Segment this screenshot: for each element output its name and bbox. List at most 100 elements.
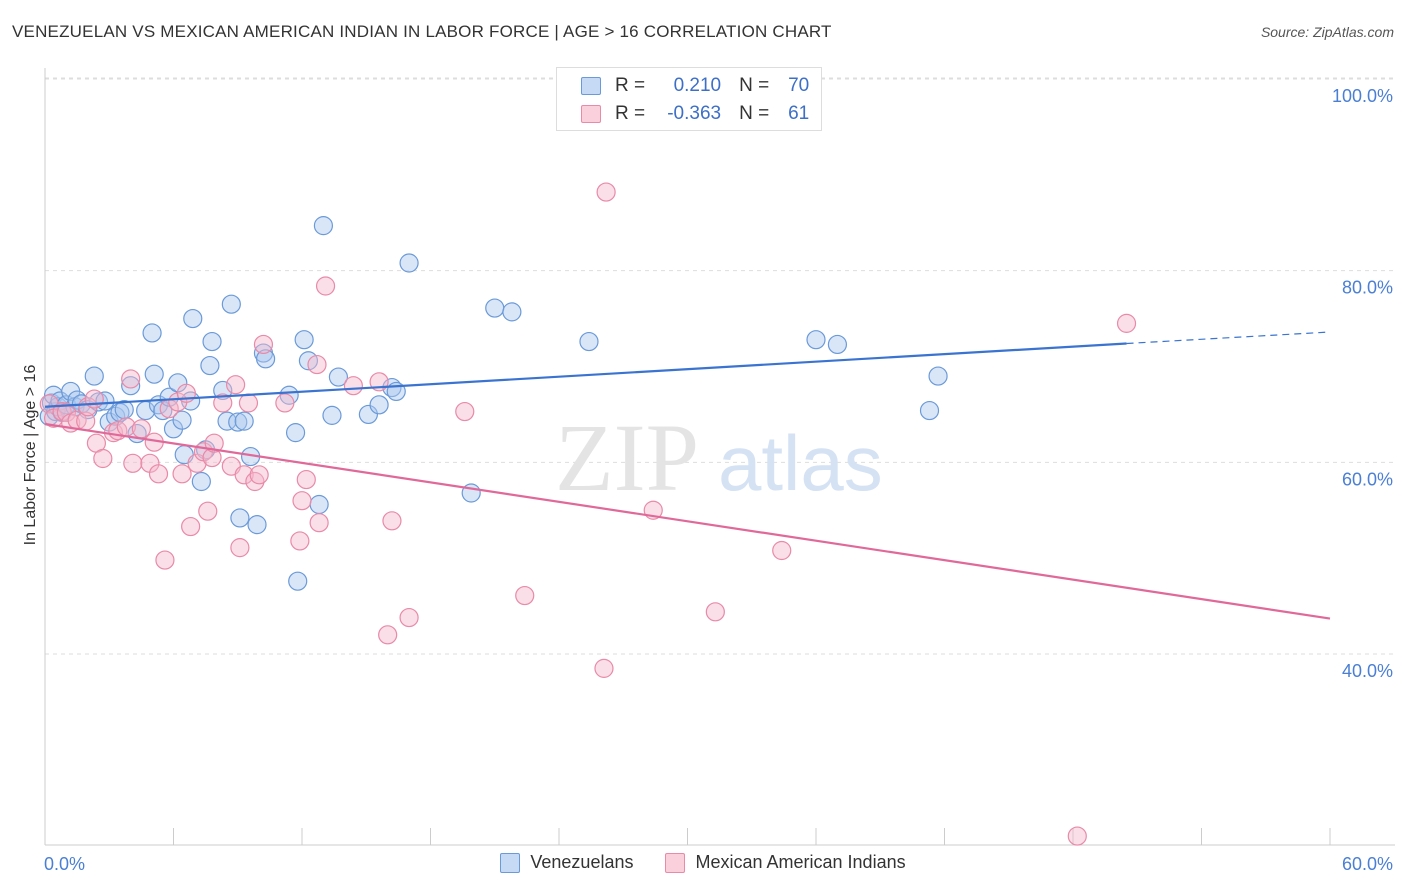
data-point	[596, 182, 616, 202]
data-point	[183, 308, 203, 329]
legend-n-value: 61	[788, 103, 810, 124]
data-point	[144, 364, 164, 384]
legend-n-value: 70	[788, 75, 810, 96]
data-point	[247, 515, 267, 535]
data-point	[172, 464, 192, 484]
data-point	[234, 411, 254, 431]
data-point	[230, 508, 250, 528]
data-point	[827, 334, 848, 355]
data-point	[806, 330, 826, 350]
data-point	[221, 294, 241, 314]
legend-r-value: -0.363	[667, 103, 722, 124]
legend-swatch-pink	[581, 105, 601, 123]
legend-item-venezuelans: Venezuelans	[500, 852, 633, 873]
x-tick-label: 0.0%	[44, 854, 85, 874]
data-point	[131, 419, 151, 439]
data-point	[290, 531, 310, 551]
data-point	[249, 465, 269, 485]
data-point	[343, 376, 363, 396]
trend-line-venezuelans-extension	[1126, 331, 1331, 345]
data-point	[187, 453, 207, 473]
legend-n-label: N =	[739, 75, 770, 96]
data-point	[502, 302, 522, 322]
series-legend: Venezuelans Mexican American Indians	[0, 852, 1406, 873]
data-point	[172, 410, 192, 430]
data-point	[455, 401, 475, 422]
legend-swatch-blue	[500, 852, 521, 873]
x-tick-labels: 0.0% 60.0%	[44, 854, 1393, 874]
legend-row-mexican-american-indians: R = -0.363 N = 61	[557, 100, 809, 128]
data-point	[705, 602, 725, 622]
grid-lines	[45, 77, 1395, 655]
data-point	[594, 658, 614, 678]
data-point	[202, 331, 222, 352]
chart-title: VENEZUELAN VS MEXICAN AMERICAN INDIAN IN…	[12, 22, 832, 41]
data-point	[191, 471, 211, 492]
data-point	[579, 331, 599, 352]
data-point	[309, 494, 329, 515]
y-tick-label: 80.0%	[1342, 278, 1393, 298]
legend-r-label: R =	[615, 103, 646, 124]
legend-item-mexican-american-indians: Mexican American Indians	[665, 852, 906, 873]
data-point	[123, 453, 143, 473]
data-point	[378, 625, 398, 645]
data-point	[358, 404, 378, 425]
data-point	[230, 538, 250, 558]
data-point	[485, 298, 505, 318]
data-point	[93, 448, 113, 469]
data-point	[200, 355, 220, 376]
legend-r-label: R =	[615, 75, 646, 96]
data-point	[515, 585, 535, 606]
legend-swatch-pink	[665, 852, 686, 873]
data-point	[382, 511, 402, 531]
legend-row-venezuelans: R = 0.210 N = 70	[557, 72, 809, 100]
data-point	[296, 469, 316, 490]
data-point	[56, 402, 77, 423]
legend-r-value: 0.210	[673, 75, 722, 96]
data-point	[309, 513, 329, 533]
axes	[44, 68, 1395, 846]
series-venezuelans	[39, 216, 948, 591]
watermark: ZIP atlas	[555, 404, 883, 511]
legend-swatch-blue	[581, 77, 601, 95]
data-point	[369, 395, 389, 415]
y-tick-labels: 40.0% 60.0% 80.0% 100.0%	[1332, 86, 1393, 681]
legend-n-label: N =	[739, 103, 770, 124]
data-point	[292, 491, 312, 511]
watermark-atlas: atlas	[718, 419, 883, 507]
data-point	[155, 550, 175, 570]
data-point	[181, 516, 201, 537]
data-point	[315, 276, 336, 296]
data-point	[1067, 826, 1087, 846]
data-point	[294, 330, 314, 350]
data-point	[285, 423, 306, 443]
y-tick-label: 40.0%	[1342, 661, 1393, 681]
data-point	[78, 397, 98, 417]
data-point	[307, 354, 327, 375]
data-point	[148, 464, 169, 484]
chart-source: Source: ZipAtlas.com	[1260, 24, 1394, 40]
legend-label-mexican-american-indians: Mexican American Indians	[695, 852, 906, 872]
data-point	[253, 334, 274, 355]
data-point	[84, 389, 104, 409]
trend-lines	[44, 331, 1331, 620]
data-point	[399, 253, 419, 273]
stats-legend: R = 0.210 N = 70 R = -0.363 N = 61	[556, 67, 822, 131]
data-point	[238, 393, 259, 413]
data-point	[121, 369, 141, 389]
data-point	[1116, 313, 1137, 333]
data-point	[234, 465, 254, 485]
y-axis-label: In Labor Force | Age > 16	[22, 365, 39, 546]
data-point	[772, 540, 792, 561]
y-tick-label: 60.0%	[1342, 469, 1393, 489]
data-point	[198, 501, 218, 521]
legend-label-venezuelans: Venezuelans	[530, 852, 634, 872]
data-point	[322, 405, 342, 425]
data-point	[213, 393, 233, 413]
data-point	[142, 323, 162, 343]
series-mexican-american-indians	[39, 182, 1137, 846]
data-point	[399, 607, 419, 628]
watermark-zip: ZIP	[555, 404, 699, 511]
trend-line-mexican-american-indians	[44, 422, 1331, 620]
